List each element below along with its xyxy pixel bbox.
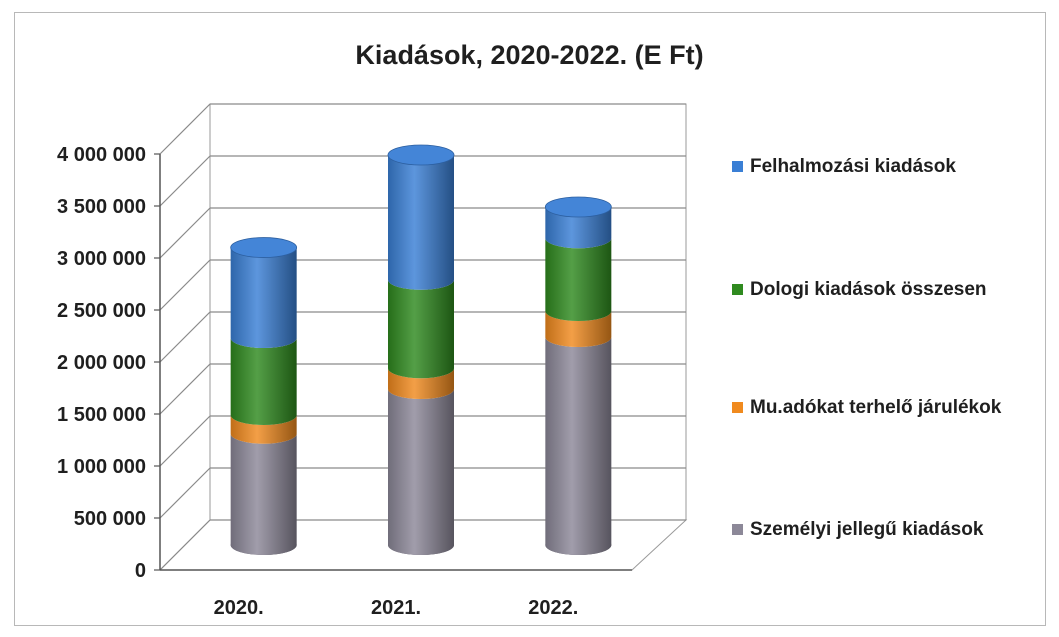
legend-swatch	[732, 524, 743, 535]
bar-segment	[230, 433, 297, 555]
cylinder-2022	[544, 196, 612, 555]
bar-segment	[230, 247, 297, 349]
gridline-side	[159, 259, 211, 311]
legend-swatch	[732, 284, 743, 295]
legend-label: Mu.adókat terhelő járulékok	[750, 397, 1002, 418]
x-tick-label: 2020.	[214, 597, 264, 619]
cylinder-2020	[230, 237, 298, 555]
gridline-side	[159, 467, 211, 519]
bar-segment	[545, 311, 612, 347]
cylinder-top	[544, 196, 612, 218]
gridline-side	[159, 207, 211, 259]
chart-title: Kiadások, 2020-2022. (E Ft)	[355, 40, 704, 70]
bar-segment	[388, 389, 454, 555]
bars	[230, 144, 612, 555]
y-tick-label: 0	[135, 560, 146, 582]
y-tick-label: 2 000 000	[57, 352, 146, 374]
gridline-side	[159, 311, 211, 363]
bar-segment	[388, 155, 454, 290]
gridline-side	[159, 155, 211, 207]
bar-segment	[230, 338, 297, 425]
legend-swatch	[732, 402, 743, 413]
bar-segment	[545, 337, 612, 555]
x-tick-label: 2022.	[528, 597, 578, 619]
y-tick-label: 500 000	[74, 508, 146, 530]
gridline-side	[159, 363, 211, 415]
bar-segment	[545, 238, 612, 321]
legend-label: Felhalmozási kiadások	[750, 156, 956, 177]
bar-segment	[230, 415, 297, 444]
gridline-side	[159, 519, 211, 571]
gridline-side	[159, 103, 211, 155]
x-tick-label: 2021.	[371, 597, 421, 619]
y-tick-label: 3 500 000	[57, 196, 146, 218]
legend-swatch	[732, 161, 743, 172]
y-tick-label: 3 000 000	[57, 248, 146, 270]
legend-label: Személyi jellegű kiadások	[750, 519, 984, 540]
bar-segment	[545, 207, 612, 249]
legend: Felhalmozási kiadások Dologi kiadások öss…	[732, 156, 1002, 540]
cylinder-top	[387, 144, 455, 166]
gridline-side	[159, 415, 211, 467]
x-axis-ticks: 2020. 2021. 2022.	[214, 597, 579, 619]
cylinder-2021	[387, 144, 455, 555]
y-tick-label: 1 000 000	[57, 456, 146, 478]
y-axis-ticks: 0 500 000 1 000 000 1 500 000 2 000 000 2 500…	[57, 144, 146, 582]
y-tick-label: 2 500 000	[57, 300, 146, 322]
bar-segment	[388, 368, 454, 399]
legend-label: Dologi kiadások összesen	[750, 279, 987, 300]
bar-segment	[388, 279, 454, 379]
y-tick-label: 4 000 000	[57, 144, 146, 166]
y-tick-label: 1 500 000	[57, 404, 146, 426]
cylinder-top	[230, 237, 298, 258]
